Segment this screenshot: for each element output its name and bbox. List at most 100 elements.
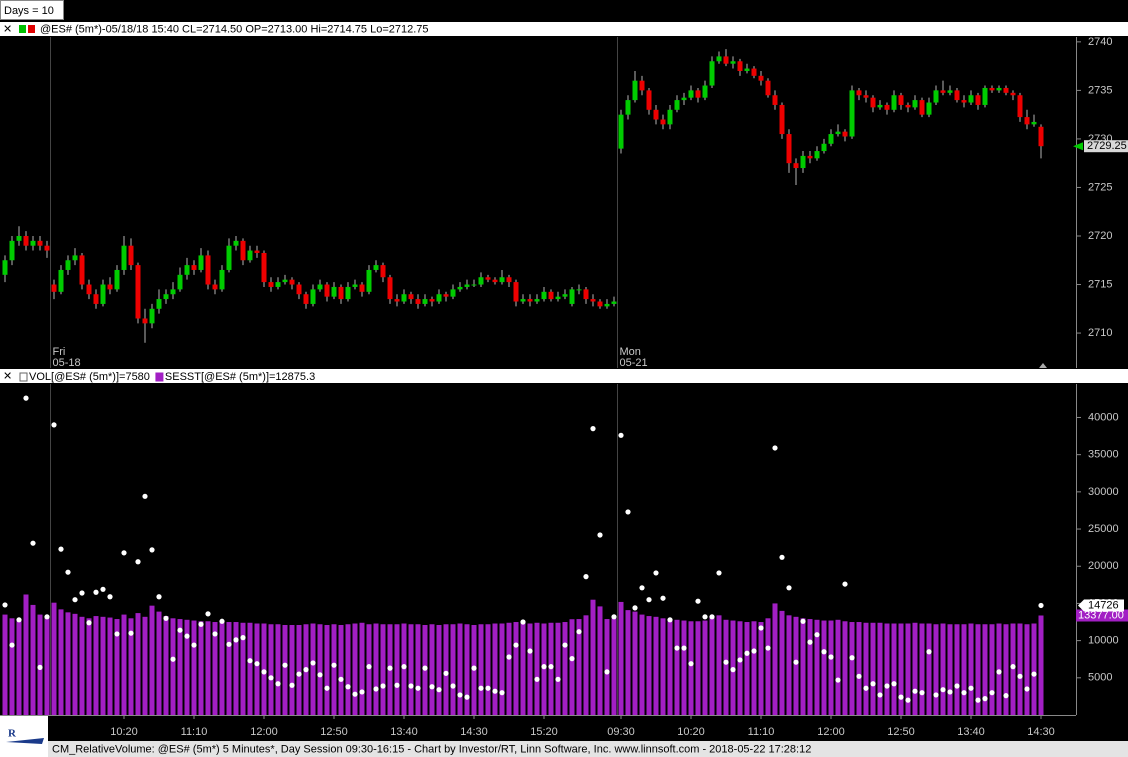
- candle-body: [751, 68, 757, 76]
- last-value-arrow: [1078, 599, 1084, 612]
- volume-dot: [114, 631, 120, 637]
- volume-dot: [912, 688, 918, 694]
- volume-dot: [450, 683, 456, 689]
- volume-dot: [940, 687, 946, 693]
- close-icon[interactable]: ✕: [3, 23, 12, 35]
- candle-body: [548, 291, 554, 300]
- volume-bar: [653, 616, 659, 715]
- volume-dot: [492, 688, 498, 694]
- candle-body: [443, 294, 449, 297]
- volume-bar: [401, 623, 407, 715]
- volume-bar: [163, 616, 169, 715]
- volume-dot: [310, 660, 316, 666]
- candle-body: [240, 240, 246, 261]
- candle-body: [86, 284, 92, 295]
- candle-body: [814, 151, 820, 159]
- volume-bar: [44, 616, 50, 715]
- volume-dot: [828, 654, 834, 660]
- volume-dot: [730, 667, 736, 673]
- volume-bar: [58, 609, 64, 715]
- volume-bar: [681, 620, 687, 715]
- volume-bar: [128, 618, 134, 715]
- volume-bar: [142, 616, 148, 715]
- volume-dot: [996, 669, 1002, 675]
- candle-body: [947, 90, 953, 93]
- candle-body: [247, 250, 253, 261]
- y-tick-label: 35000: [1088, 449, 1119, 461]
- candle-body: [30, 240, 36, 246]
- candle-body: [660, 119, 666, 125]
- volume-bar: [562, 622, 568, 715]
- volume-bar: [450, 624, 456, 715]
- candle-body: [296, 284, 302, 295]
- volume-dot: [198, 621, 204, 627]
- volume-dot: [814, 632, 820, 638]
- volume-dot: [786, 585, 792, 591]
- volume-bar: [100, 616, 106, 715]
- candle-body: [576, 289, 582, 291]
- volume-bar: [611, 618, 617, 715]
- volume-header: [0, 369, 1128, 383]
- candle-body: [828, 134, 834, 144]
- candle-body: [709, 61, 715, 86]
- candle-body: [821, 143, 827, 152]
- volume-bar: [79, 616, 85, 715]
- candle-body: [65, 260, 71, 270]
- volume-bar: [954, 624, 960, 715]
- x-tick-label: 11:10: [748, 726, 775, 738]
- days-label[interactable]: Days = 10: [4, 5, 54, 17]
- candle-body: [737, 61, 743, 71]
- volume-dot: [366, 664, 372, 670]
- volume-bar: [184, 619, 190, 715]
- volume-bar: [674, 619, 680, 715]
- volume-bar: [86, 618, 92, 715]
- volume-bar: [863, 622, 869, 715]
- volume-dot: [359, 689, 365, 695]
- volume-dot: [779, 554, 785, 560]
- close-icon[interactable]: ✕: [3, 370, 12, 382]
- candle-body: [338, 286, 344, 300]
- x-tick-label: 14:30: [1027, 726, 1055, 738]
- volume-bar: [457, 623, 463, 715]
- candle-body: [478, 277, 484, 285]
- candle-body: [58, 269, 64, 292]
- legend-label: SESST[@ES# (5m*)]=12875.3: [165, 371, 315, 383]
- volume-dot: [702, 614, 708, 620]
- volume-dot: [961, 690, 967, 696]
- volume-dot: [65, 569, 71, 575]
- candle-body: [9, 240, 15, 261]
- x-tick-label: 12:00: [250, 726, 278, 738]
- volume-dot: [191, 642, 197, 648]
- volume-bar: [947, 624, 953, 715]
- volume-dot: [982, 696, 988, 702]
- volume-dot: [51, 422, 57, 428]
- candle-body: [1010, 92, 1016, 96]
- volume-bar: [268, 624, 274, 715]
- candle-body: [1038, 126, 1044, 147]
- candle-body: [842, 131, 848, 137]
- volume-bar: [758, 622, 764, 715]
- candle-body: [289, 279, 295, 285]
- volume-dot: [219, 618, 225, 624]
- volume-bar: [72, 613, 78, 715]
- volume-dot: [793, 659, 799, 665]
- volume-bar: [842, 621, 848, 715]
- volume-bar: [240, 622, 246, 715]
- volume-dot: [1024, 686, 1030, 692]
- volume-dot: [177, 627, 183, 633]
- volume-bar: [135, 613, 141, 715]
- volume-dot: [338, 676, 344, 682]
- candle-body: [541, 291, 547, 300]
- days-box[interactable]: [0, 0, 64, 20]
- volume-dot: [212, 631, 218, 637]
- volume-dot: [408, 683, 414, 689]
- volume-bar: [2, 614, 8, 715]
- volume-bar: [170, 618, 176, 715]
- volume-dot: [863, 685, 869, 691]
- volume-dot: [422, 665, 428, 671]
- up-icon: [19, 25, 26, 33]
- candle-body: [100, 284, 106, 304]
- last-price-box: [1084, 140, 1128, 153]
- volume-dot: [331, 662, 337, 668]
- volume-bar: [569, 619, 575, 715]
